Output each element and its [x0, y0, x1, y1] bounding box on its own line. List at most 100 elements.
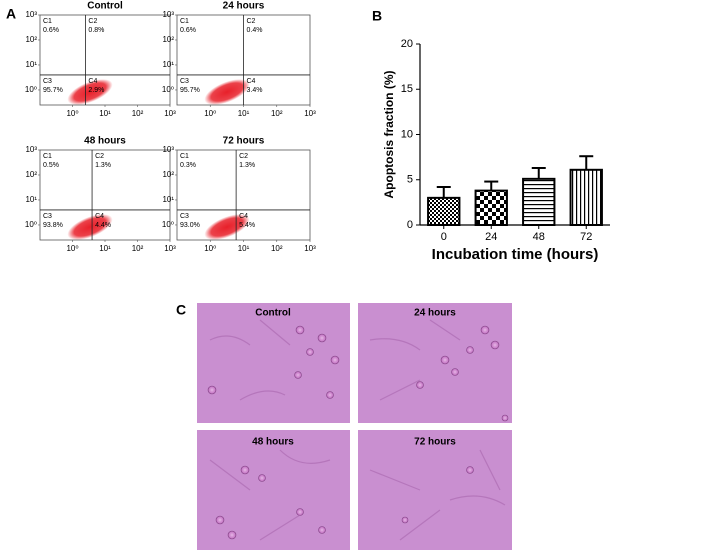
quadrant-name: C2: [95, 153, 104, 160]
y-tick-label: 5: [407, 174, 413, 186]
quadrant-percent: 0.5%: [43, 162, 59, 169]
quadrant-name: C4: [247, 78, 256, 85]
x-tick-label: 10²: [271, 109, 283, 118]
quadrant-name: C2: [239, 153, 248, 160]
x-tick-label: 48: [533, 231, 545, 243]
bar: [474, 189, 508, 226]
quadrant-percent: 0.4%: [247, 27, 263, 34]
x-tick-label: 10²: [132, 109, 144, 118]
y-tick-label: 10⁰: [162, 220, 174, 229]
y-tick-label: 10¹: [162, 195, 174, 204]
quadrant-percent: 1.3%: [95, 162, 111, 169]
y-tick-label: 10³: [162, 10, 174, 19]
bar: [569, 168, 603, 226]
bar: [522, 177, 556, 226]
x-tick-label: 10⁰: [66, 109, 78, 118]
x-tick-label: 10³: [304, 244, 316, 253]
x-tick-label: 10¹: [238, 109, 250, 118]
panel-label: C: [176, 302, 186, 318]
y-tick-label: 10¹: [25, 60, 37, 69]
panel-label: A: [6, 6, 16, 22]
plot-title: Control: [87, 1, 123, 12]
x-tick-label: 10⁰: [66, 244, 78, 253]
x-tick-label: 10¹: [99, 109, 111, 118]
x-axis-label: Incubation time (hours): [432, 246, 599, 263]
quadrant-percent: 93.0%: [180, 222, 200, 229]
quadrant-percent: 1.3%: [239, 162, 255, 169]
quadrant-name: C4: [95, 213, 104, 220]
panel-label: B: [372, 8, 382, 24]
x-tick-label: 72: [580, 231, 592, 243]
quadrant-name: C2: [88, 18, 97, 25]
quadrant-name: C1: [180, 153, 189, 160]
quadrant-percent: 95.7%: [180, 87, 200, 94]
x-tick-label: 24: [485, 231, 497, 243]
y-tick-label: 10²: [25, 35, 37, 44]
x-tick-label: 10⁰: [204, 109, 216, 118]
y-tick-label: 10⁰: [25, 220, 37, 229]
y-tick-label: 0: [407, 219, 413, 231]
y-tick-label: 20: [401, 38, 413, 50]
quadrant-percent: 2.9%: [88, 87, 104, 94]
quadrant-percent: 5.4%: [239, 222, 255, 229]
y-tick-label: 10⁰: [25, 85, 37, 94]
micrograph: [197, 303, 350, 423]
x-tick-label: 10²: [132, 244, 144, 253]
plot-title: 72 hours: [223, 136, 265, 147]
quadrant-percent: 93.8%: [43, 222, 63, 229]
x-tick-label: 10⁰: [204, 244, 216, 253]
quadrant-percent: 0.8%: [88, 27, 104, 34]
micrograph-title: 24 hours: [414, 308, 456, 319]
y-tick-label: 10: [401, 128, 413, 140]
micrographs: [197, 303, 512, 550]
quadrant-percent: 0.6%: [180, 27, 196, 34]
y-tick-label: 15: [401, 83, 413, 95]
quadrant-name: C1: [180, 18, 189, 25]
population-cloud: [67, 214, 113, 240]
quadrant-name: C1: [43, 18, 52, 25]
y-tick-label: 10³: [162, 145, 174, 154]
quadrant-name: C3: [180, 78, 189, 85]
x-tick-label: 10²: [271, 244, 283, 253]
quadrant-percent: 0.6%: [43, 27, 59, 34]
micrograph: [358, 430, 512, 550]
quadrant-percent: 4.4%: [95, 222, 111, 229]
micrograph-title: 72 hours: [414, 437, 456, 448]
x-tick-label: 10¹: [238, 244, 250, 253]
y-tick-label: 10³: [25, 10, 37, 19]
quadrant-name: C3: [43, 78, 52, 85]
quadrant-name: C4: [88, 78, 97, 85]
cell-outlines: [209, 319, 506, 541]
y-tick-label: 10³: [25, 145, 37, 154]
y-axis-label: Apoptosis fraction (%): [382, 70, 396, 198]
quadrant-name: C3: [43, 213, 52, 220]
y-tick-label: 10⁰: [162, 85, 174, 94]
y-tick-label: 10²: [25, 170, 37, 179]
quadrant-percent: 3.4%: [247, 87, 263, 94]
x-tick-label: 10³: [164, 244, 176, 253]
micrograph-title: 48 hours: [252, 437, 294, 448]
x-tick-label: 10¹: [99, 244, 111, 253]
plot-title: 24 hours: [223, 1, 265, 12]
quadrant-name: C1: [43, 153, 52, 160]
micrograph-title: Control: [255, 308, 291, 319]
x-tick-label: 10³: [304, 109, 316, 118]
micrograph: [358, 303, 512, 423]
quadrant-name: C2: [247, 18, 256, 25]
y-tick-label: 10¹: [25, 195, 37, 204]
quadrant-percent: 0.3%: [180, 162, 196, 169]
x-tick-label: 10³: [164, 109, 176, 118]
x-tick-label: 0: [441, 231, 447, 243]
population-cloud: [67, 79, 113, 105]
quadrant-percent: 95.7%: [43, 87, 63, 94]
quadrant-name: C3: [180, 213, 189, 220]
plot-title: 48 hours: [84, 136, 126, 147]
y-tick-label: 10²: [162, 35, 174, 44]
y-tick-label: 10¹: [162, 60, 174, 69]
bar: [427, 196, 461, 227]
population-cloud: [204, 214, 250, 240]
y-tick-label: 10²: [162, 170, 174, 179]
cells: [207, 325, 509, 540]
